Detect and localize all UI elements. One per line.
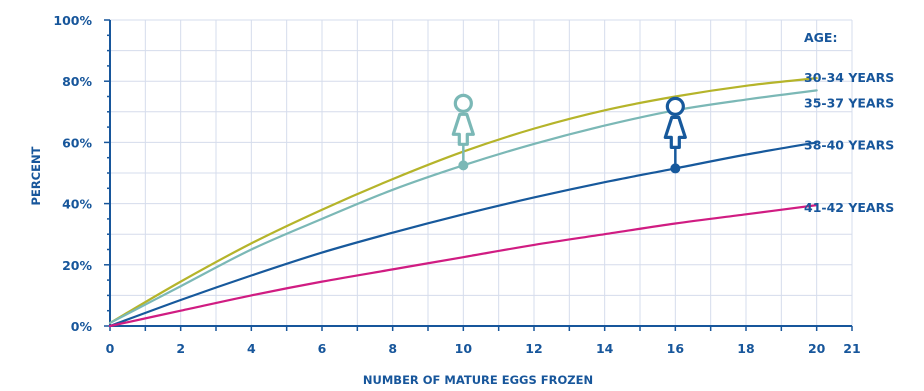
markers [451, 93, 687, 174]
marker-dot-2 [670, 163, 681, 174]
marker-dot-1 [458, 160, 469, 171]
series-line-4 [108, 204, 818, 328]
y-axis-title: PERCENT [29, 146, 43, 205]
axes [104, 19, 853, 331]
woman-icon [451, 93, 475, 146]
x-tick-label: 2 [176, 341, 185, 356]
woman-icon [663, 96, 687, 149]
y-tick-label: 0% [71, 319, 93, 334]
y-tick-label: 40% [62, 197, 92, 212]
series-label-4: 41-42 YEARS [804, 200, 894, 215]
grid-lines [110, 19, 853, 326]
x-tick-label: 0 [106, 341, 115, 356]
x-tick-label: 4 [247, 341, 256, 356]
y-tick-label: 100% [53, 13, 92, 28]
woman-icon-head [453, 93, 473, 113]
x-tick-label: 14 [596, 341, 614, 356]
x-tick-label: 12 [525, 341, 542, 356]
x-tick-label: 18 [737, 341, 754, 356]
legend-title: AGE: [804, 30, 837, 45]
series-label-2: 35-37 YEARS [804, 95, 894, 110]
woman-icon-body [663, 115, 687, 149]
x-tick-label: 10 [455, 341, 473, 356]
series-label-3: 38-40 YEARS [804, 137, 894, 152]
y-tick-label: 60% [62, 135, 92, 150]
woman-icon-body [451, 112, 475, 146]
woman-icon-head [665, 96, 685, 117]
labels: PERCENT NUMBER OF MATURE EGGS FROZEN AGE… [29, 13, 894, 387]
series-line-3 [108, 141, 818, 328]
y-tick-label: 20% [62, 258, 92, 273]
x-tick-label: 8 [388, 341, 397, 356]
x-tick-label: 21 [843, 341, 860, 356]
y-tick-label: 80% [62, 74, 92, 89]
x-tick-label: 6 [318, 341, 327, 356]
series-label-1: 30-34 YEARS [804, 70, 894, 85]
x-tick-label: 16 [667, 341, 685, 356]
x-axis-title: NUMBER OF MATURE EGGS FROZEN [363, 373, 593, 387]
x-tick-label: 20 [808, 341, 826, 356]
